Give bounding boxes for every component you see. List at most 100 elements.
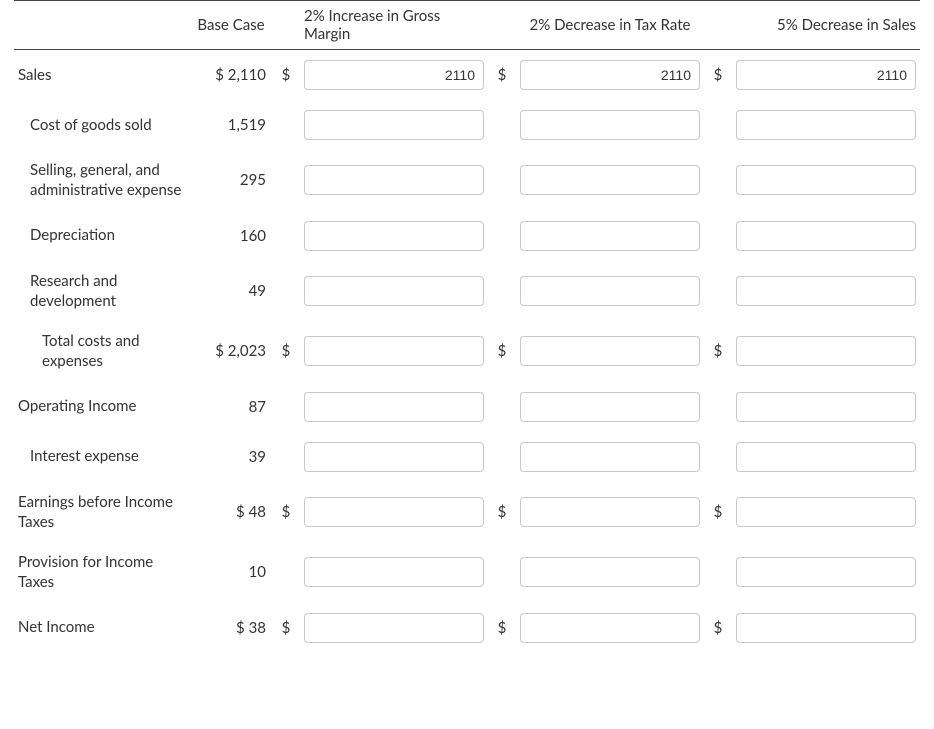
input-cell <box>516 211 704 261</box>
input-dep-c2[interactable] <box>520 221 700 251</box>
input-netincome-c2[interactable] <box>520 613 700 643</box>
input-tax-c1[interactable] <box>304 557 484 587</box>
income-statement-table: Base Case 2% Increase in Gross Margin 2%… <box>14 0 920 653</box>
currency-symbol <box>704 382 732 432</box>
input-sales-c2[interactable] <box>520 60 700 90</box>
input-cell <box>516 321 704 382</box>
input-tax-c3[interactable] <box>736 557 916 587</box>
input-opincome-c2[interactable] <box>520 392 700 422</box>
input-sales-c1[interactable] <box>304 60 484 90</box>
row-label-ebit: Earnings before Income Taxes <box>14 482 192 543</box>
base-value-sales: $ 2,110 <box>192 50 272 101</box>
input-sga-c1[interactable] <box>304 165 484 195</box>
input-dep-c3[interactable] <box>736 221 916 251</box>
input-netincome-c3[interactable] <box>736 613 916 643</box>
header-col-3: 5% Decrease in Sales <box>732 1 920 50</box>
base-value-rnd: 49 <box>192 261 272 322</box>
input-sga-c2[interactable] <box>520 165 700 195</box>
base-value-sga: 295 <box>192 150 272 211</box>
input-ebit-c1[interactable] <box>304 497 484 527</box>
input-cell <box>300 321 488 382</box>
input-cell <box>732 432 920 482</box>
base-value-cogs: 1,519 <box>192 100 272 150</box>
input-intexp-c2[interactable] <box>520 442 700 472</box>
currency-symbol <box>704 150 732 211</box>
currency-symbol <box>488 211 516 261</box>
input-cell <box>732 100 920 150</box>
input-rnd-c1[interactable] <box>304 276 484 306</box>
input-cogs-c3[interactable] <box>736 110 916 140</box>
input-cogs-c2[interactable] <box>520 110 700 140</box>
input-tax-c2[interactable] <box>520 557 700 587</box>
table-row: Provision for Income Taxes10 <box>14 542 920 603</box>
currency-symbol: $ <box>272 50 300 101</box>
input-totcost-c3[interactable] <box>736 336 916 366</box>
currency-symbol <box>272 382 300 432</box>
header-spacer-2 <box>488 1 516 50</box>
input-opincome-c3[interactable] <box>736 392 916 422</box>
header-spacer-1 <box>272 1 300 50</box>
input-cell <box>300 150 488 211</box>
currency-symbol <box>488 432 516 482</box>
table-row: Depreciation160 <box>14 211 920 261</box>
row-label-dep: Depreciation <box>14 211 192 261</box>
currency-symbol <box>704 100 732 150</box>
input-cell <box>732 542 920 603</box>
input-ebit-c3[interactable] <box>736 497 916 527</box>
input-cell <box>300 50 488 101</box>
input-cell <box>732 211 920 261</box>
currency-symbol <box>704 261 732 322</box>
currency-symbol: $ <box>272 321 300 382</box>
currency-symbol: $ <box>704 321 732 382</box>
input-cell <box>732 50 920 101</box>
input-totcost-c2[interactable] <box>520 336 700 366</box>
input-cell <box>300 261 488 322</box>
currency-symbol <box>272 150 300 211</box>
input-cell <box>732 261 920 322</box>
input-cell <box>732 321 920 382</box>
input-rnd-c3[interactable] <box>736 276 916 306</box>
input-rnd-c2[interactable] <box>520 276 700 306</box>
currency-symbol <box>272 432 300 482</box>
row-label-rnd: Research and development <box>14 261 192 322</box>
input-ebit-c2[interactable] <box>520 497 700 527</box>
currency-symbol <box>272 211 300 261</box>
table-row: Operating Income87 <box>14 382 920 432</box>
input-totcost-c1[interactable] <box>304 336 484 366</box>
input-dep-c1[interactable] <box>304 221 484 251</box>
input-sga-c3[interactable] <box>736 165 916 195</box>
input-cell <box>516 482 704 543</box>
header-spacer-3 <box>704 1 732 50</box>
input-cell <box>300 382 488 432</box>
table-row: Research and development49 <box>14 261 920 322</box>
input-opincome-c1[interactable] <box>304 392 484 422</box>
row-label-opincome: Operating Income <box>14 382 192 432</box>
input-cogs-c1[interactable] <box>304 110 484 140</box>
currency-symbol <box>488 100 516 150</box>
input-cell <box>300 100 488 150</box>
currency-symbol <box>272 261 300 322</box>
base-value-opincome: 87 <box>192 382 272 432</box>
currency-symbol <box>488 382 516 432</box>
input-cell <box>300 482 488 543</box>
input-netincome-c1[interactable] <box>304 613 484 643</box>
row-label-cogs: Cost of goods sold <box>14 100 192 150</box>
table-row: Interest expense39 <box>14 432 920 482</box>
input-cell <box>516 50 704 101</box>
input-cell <box>732 382 920 432</box>
input-intexp-c3[interactable] <box>736 442 916 472</box>
input-cell <box>732 603 920 653</box>
base-value-ebit: $ 48 <box>192 482 272 543</box>
input-intexp-c1[interactable] <box>304 442 484 472</box>
currency-symbol <box>488 542 516 603</box>
input-cell <box>516 432 704 482</box>
currency-symbol <box>488 150 516 211</box>
header-col-1: 2% Increase in Gross Margin <box>300 1 488 50</box>
row-label-netincome: Net Income <box>14 603 192 653</box>
currency-symbol: $ <box>488 603 516 653</box>
base-value-intexp: 39 <box>192 432 272 482</box>
currency-symbol <box>704 211 732 261</box>
input-sales-c3[interactable] <box>736 60 916 90</box>
table-row: Earnings before Income Taxes$ 48$$$ <box>14 482 920 543</box>
currency-symbol: $ <box>704 603 732 653</box>
